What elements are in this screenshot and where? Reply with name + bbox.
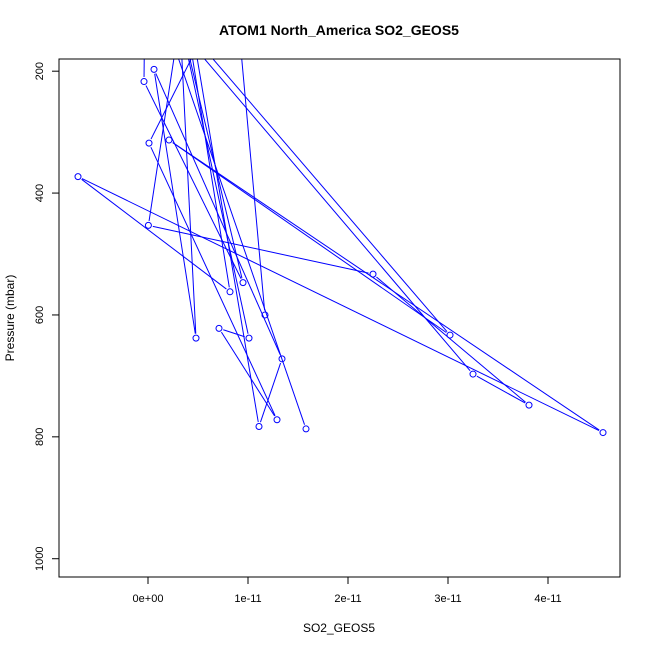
series-line-segment xyxy=(203,59,471,371)
x-tick-label: 1e-11 xyxy=(234,593,261,605)
x-tick-label: 3e-11 xyxy=(434,593,461,605)
series-line-segment xyxy=(196,59,259,423)
series-line-segment xyxy=(145,85,242,279)
series-line-segment xyxy=(143,59,145,78)
series-line-segment xyxy=(150,146,276,416)
series-line-segment xyxy=(212,59,448,332)
series-line-segment xyxy=(181,59,197,334)
data-point xyxy=(215,324,223,332)
data-point xyxy=(150,65,158,73)
series-line-segment xyxy=(81,178,600,432)
data-point xyxy=(273,416,281,424)
data-point xyxy=(302,425,310,433)
y-axis: 200 400 600 800 1000 xyxy=(34,62,59,571)
series-line-segment xyxy=(476,375,526,404)
series-line-segment xyxy=(189,59,243,279)
series-line-segment xyxy=(172,142,600,431)
series-line-segment xyxy=(376,276,526,403)
x-axis: 0e+00 1e-11 2e-11 3e-11 4e-11 xyxy=(133,577,562,605)
data-point xyxy=(158,5,164,11)
data-point xyxy=(140,78,148,86)
x-axis-label: SO2_GEOS5 xyxy=(303,621,375,635)
data-point xyxy=(226,288,234,296)
series-line-segment xyxy=(259,362,282,423)
data-point xyxy=(261,311,269,319)
data-point xyxy=(469,370,477,378)
y-tick-label: 200 xyxy=(34,62,46,80)
plot-frame xyxy=(58,58,621,578)
data-point xyxy=(525,401,533,409)
series-line-segment xyxy=(223,329,245,338)
data-point xyxy=(245,334,253,342)
data-point xyxy=(145,139,153,147)
series-line-segment xyxy=(148,59,175,221)
series-line-segment xyxy=(241,59,266,311)
data-point xyxy=(165,136,173,144)
series-line-segment xyxy=(188,59,249,334)
x-tick-label: 2e-11 xyxy=(334,593,361,605)
series-line-segment xyxy=(172,142,447,333)
series-line-segment xyxy=(81,178,227,290)
data-point xyxy=(599,429,607,437)
y-tick-label: 400 xyxy=(34,184,46,202)
x-tick-label: 4e-11 xyxy=(534,593,561,605)
y-axis-label: Pressure (mbar) xyxy=(3,275,17,362)
data-point xyxy=(446,331,454,339)
y-tick-label: 1000 xyxy=(34,546,46,570)
data-point xyxy=(239,279,247,287)
data-point xyxy=(192,334,200,342)
data-point xyxy=(255,422,263,430)
data-point xyxy=(144,221,152,229)
y-tick-label: 800 xyxy=(34,428,46,446)
data-point xyxy=(278,355,286,363)
data-point xyxy=(369,270,377,278)
data-point xyxy=(74,173,82,181)
series-line-segment xyxy=(220,331,276,417)
series-line-segment xyxy=(152,225,369,274)
y-tick-label: 600 xyxy=(34,306,46,324)
series-line-segment xyxy=(192,59,230,288)
x-tick-label: 0e+00 xyxy=(133,593,164,605)
chart-title: ATOM1 North_America SO2_GEOS5 xyxy=(219,22,459,38)
series-line-segment xyxy=(150,59,192,140)
